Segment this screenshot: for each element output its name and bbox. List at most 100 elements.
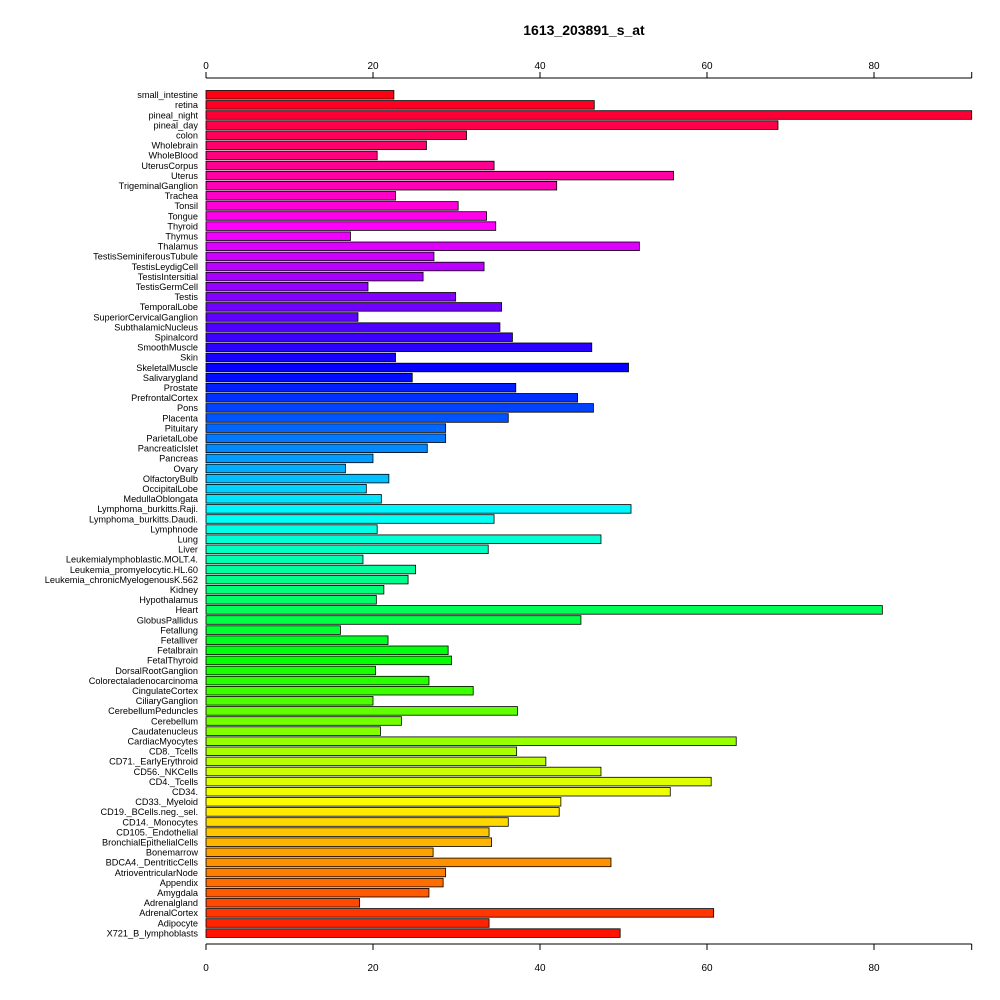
bar-pineal-night	[205, 110, 973, 120]
bar-prostate	[205, 382, 517, 393]
category-label: DorsalRootGanglion	[115, 666, 198, 676]
category-label: TrigeminalGanglion	[119, 181, 198, 191]
bar-cd14-monocytes	[205, 817, 509, 827]
category-label: Lung	[178, 535, 198, 545]
top-axis: 0 20 40 60 80	[203, 61, 973, 79]
bar-pineal-day	[205, 120, 779, 130]
bar-fetalthyroid	[205, 655, 452, 666]
category-label: Salivarygland	[143, 373, 198, 383]
bar-testisgermcell	[205, 281, 369, 292]
category-label: Hypothalamus	[139, 595, 198, 605]
category-label: Fetalbrain	[157, 646, 198, 656]
category-label: BDCA4._DentriticCells	[106, 858, 199, 868]
bar-lung	[205, 534, 602, 544]
bar-leukemia-chronicmyelogenousk-562	[205, 574, 409, 585]
category-label: CD33._Myeloid	[135, 797, 198, 807]
category-label: CD14._Monocytes	[122, 817, 198, 827]
category-label: Lymphnode	[150, 524, 198, 534]
bar-leukemialymphoblastic-molt-4-	[205, 554, 364, 565]
category-label: colon	[176, 131, 198, 141]
bar-ovary	[205, 463, 346, 474]
bar-occipitallobe	[205, 483, 367, 494]
bar-globuspallidus	[205, 615, 582, 625]
bar-bonemarrow	[205, 847, 434, 858]
bar-leukemia-promyelocytic-hl-60	[205, 564, 416, 575]
bar-cerebellumpeduncles	[205, 706, 518, 716]
category-label: Thalamus	[158, 242, 199, 252]
bar-testisintersitial	[205, 271, 424, 282]
bar-thalamus	[205, 241, 640, 252]
tick-label: 20	[367, 963, 379, 974]
bar-cerebellum	[205, 716, 402, 726]
category-label: OccipitalLobe	[142, 484, 198, 494]
category-label: Wholebrain	[152, 141, 198, 151]
bar-cd34-	[205, 787, 671, 797]
bar-lymphoma-burkitts-daudi-	[205, 514, 495, 524]
category-label: Spinalcord	[155, 333, 198, 343]
category-labels: small_intestineretinapineal_nightpineal_…	[45, 90, 199, 938]
bar-pons	[205, 403, 594, 413]
category-label: Thyroid	[167, 221, 198, 231]
tick-label: 60	[701, 61, 713, 72]
bar-retina	[205, 100, 595, 110]
bar-cd33-myeloid	[205, 797, 562, 807]
bar-kidney	[205, 585, 385, 595]
category-label: Kidney	[170, 585, 198, 595]
bar-uterus	[205, 170, 675, 181]
category-label: Ovary	[173, 464, 198, 474]
bar-lymphnode	[205, 524, 378, 534]
bar-adrenalcortex	[205, 908, 715, 918]
category-label: Trachea	[165, 191, 199, 201]
bar-thyroid	[205, 221, 497, 231]
category-label: BronchialEpithelialCells	[102, 838, 198, 848]
bar-trigeminalganglion	[205, 180, 558, 191]
bars-group	[205, 90, 973, 938]
category-label: Lymphoma_burkitts.Raji.	[97, 504, 198, 514]
bar-tongue	[205, 211, 487, 221]
category-label: Bonemarrow	[146, 848, 198, 858]
category-label: Tonsil	[175, 201, 199, 211]
bar-amygdala	[205, 888, 430, 898]
category-label: CD56._NKCells	[134, 767, 199, 777]
category-label: CD105._Endothelial	[116, 827, 198, 837]
bar-fetalbrain	[205, 645, 449, 656]
bar-olfactorybulb	[205, 473, 390, 484]
category-label: pineal_day	[154, 120, 199, 130]
category-label: SubthalamicNucleus	[114, 322, 198, 332]
category-label: Adrenalgland	[144, 898, 198, 908]
bar-colorectaladenocarcinoma	[205, 675, 430, 686]
bar-cd56-nkcells	[205, 766, 602, 777]
category-label: CerebellumPeduncles	[108, 706, 198, 716]
category-label: Pancreas	[159, 454, 198, 464]
category-label: retina	[175, 100, 199, 110]
category-label: Skin	[180, 353, 198, 363]
bar-pancreas	[205, 453, 374, 464]
category-label: CD19._BCells.neg._sel.	[100, 807, 198, 817]
category-label: Uterus	[171, 171, 198, 181]
bar-spinalcord	[205, 332, 513, 342]
bar-subthalamicnucleus	[205, 322, 501, 332]
tick-label: 80	[868, 61, 880, 72]
category-label: ParietalLobe	[146, 434, 198, 444]
bar-atrioventricularnode	[205, 867, 447, 878]
bar-prefrontalcortex	[205, 393, 578, 403]
bar-skeletalmuscle	[205, 362, 629, 373]
category-label: TestisSeminiferousTubule	[93, 252, 198, 262]
category-label: Liver	[178, 545, 198, 555]
bar-medullaoblongata	[205, 494, 382, 504]
category-label: CD34.	[172, 787, 198, 797]
category-label: MedullaOblongata	[123, 494, 198, 504]
bar-cd4-tcells	[205, 776, 712, 787]
category-label: AtrioventricularNode	[115, 868, 198, 878]
tick-label: 20	[367, 61, 379, 72]
bar-colon	[205, 130, 467, 140]
bottom-axis: 0 20 40 60 80	[203, 943, 973, 974]
category-label: Heart	[176, 605, 199, 615]
bar-wholeblood	[205, 150, 378, 161]
category-label: Appendix	[160, 878, 199, 888]
category-label: Fetallung	[160, 625, 198, 635]
category-label: pineal_night	[148, 110, 198, 120]
bar-cingulatecortex	[205, 686, 474, 696]
category-label: FetalThyroid	[147, 656, 198, 666]
bar-adrenalgland	[205, 898, 361, 908]
